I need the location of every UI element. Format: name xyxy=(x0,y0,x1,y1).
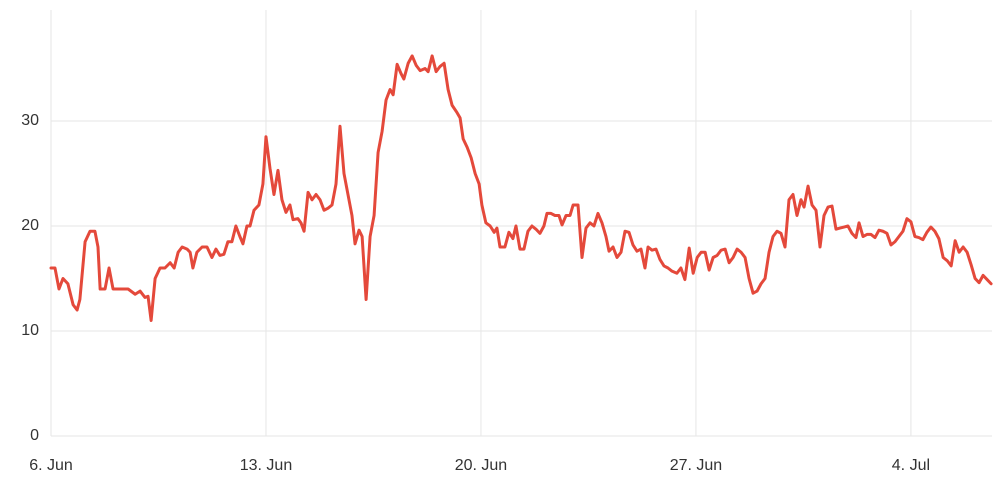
x-tick-label: 27. Jun xyxy=(670,457,722,474)
x-tick-label: 13. Jun xyxy=(240,457,292,474)
data-line xyxy=(49,54,993,322)
x-tick-label: 20. Jun xyxy=(455,457,507,474)
y-tick-label: 0 xyxy=(30,427,39,444)
x-tick-label: 4. Jul xyxy=(892,457,930,474)
y-tick-label: 20 xyxy=(21,217,39,234)
x-tick-label: 6. Jun xyxy=(29,457,73,474)
y-tick-label: 30 xyxy=(21,112,39,129)
y-tick-label: 10 xyxy=(21,322,39,339)
